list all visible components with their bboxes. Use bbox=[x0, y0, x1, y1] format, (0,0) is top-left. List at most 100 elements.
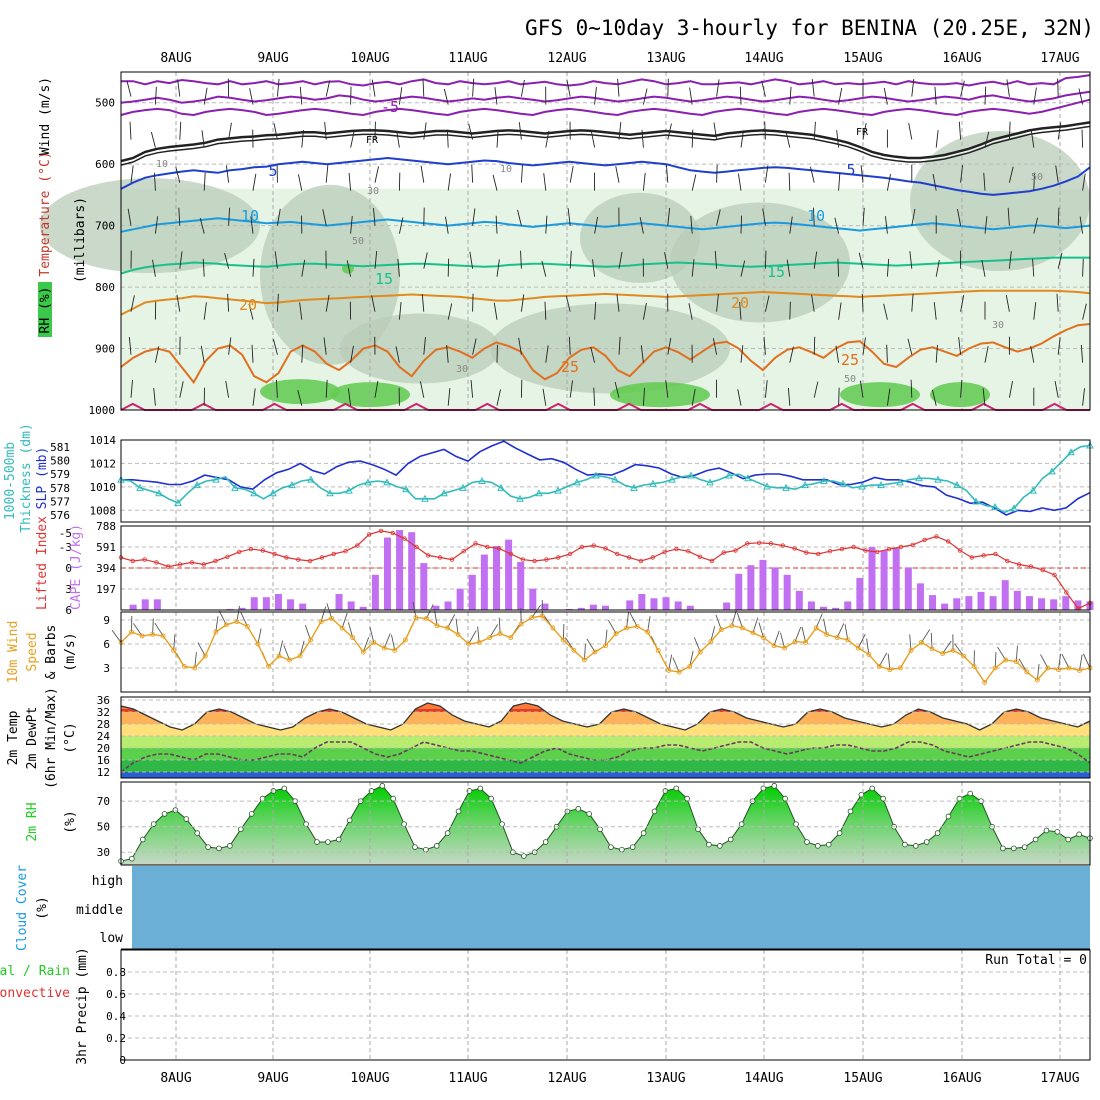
wind-barb bbox=[248, 303, 254, 320]
rh-marker bbox=[782, 795, 788, 802]
wind-barb bbox=[227, 293, 230, 312]
rh-tick: 70 bbox=[97, 795, 110, 808]
cape-bar bbox=[820, 606, 828, 610]
wind-barb bbox=[569, 250, 572, 269]
wind-barb bbox=[250, 216, 254, 234]
pressure-tick: 500 bbox=[95, 97, 115, 110]
wind-barb bbox=[605, 629, 608, 646]
wind-barb bbox=[495, 215, 498, 234]
rh-marker bbox=[161, 811, 168, 817]
date-label: 9AUG bbox=[257, 51, 288, 66]
wind-barb bbox=[910, 379, 913, 398]
cape-bar bbox=[335, 594, 343, 610]
li-marker bbox=[213, 558, 218, 564]
wind-barb bbox=[883, 87, 888, 105]
rh-marker bbox=[608, 844, 614, 850]
wind-barb bbox=[642, 302, 647, 320]
wind-barb bbox=[203, 302, 207, 320]
li-marker bbox=[355, 543, 360, 548]
wind-barb bbox=[1057, 122, 1062, 140]
wind-marker bbox=[529, 615, 535, 621]
wind-marker bbox=[371, 639, 377, 645]
thickness-axis-label-1: 1000-500mb bbox=[3, 442, 18, 520]
rh-marker bbox=[858, 791, 865, 798]
precip-tick: 0.4 bbox=[106, 1010, 126, 1023]
li-tick: 0 bbox=[65, 562, 72, 575]
wind-barb bbox=[642, 387, 645, 406]
wind-marker bbox=[129, 629, 134, 635]
rh-marker bbox=[1021, 844, 1028, 850]
rh-marker bbox=[150, 821, 157, 827]
thickness-marker bbox=[915, 474, 923, 482]
wind-barb bbox=[199, 217, 205, 234]
wind-barb bbox=[518, 122, 522, 140]
wind-marker bbox=[160, 633, 166, 639]
wind-marker bbox=[287, 657, 292, 663]
li-marker bbox=[863, 548, 868, 553]
cape-bar bbox=[686, 605, 694, 610]
li-marker bbox=[886, 546, 892, 552]
wind-barb bbox=[203, 87, 208, 105]
date-label: 14AUG bbox=[744, 1071, 783, 1086]
li-marker bbox=[1064, 590, 1069, 595]
date-label: 10AUG bbox=[350, 51, 389, 66]
wind-barb bbox=[568, 336, 571, 355]
temp-axis-label-3: (6hr Min/Max) bbox=[44, 687, 59, 789]
wind-barb bbox=[667, 208, 671, 226]
wind-barb bbox=[128, 337, 132, 355]
wind-barb bbox=[789, 216, 793, 234]
wind-barb bbox=[693, 637, 701, 653]
thickness-marker bbox=[839, 479, 847, 487]
rh-contour-label: 50 bbox=[352, 236, 364, 247]
wind-barb bbox=[541, 260, 547, 277]
wind-barb bbox=[586, 638, 596, 653]
thickness-marker bbox=[364, 478, 372, 486]
wind-barb bbox=[133, 623, 143, 637]
rh-marker bbox=[869, 785, 876, 792]
thickness-marker bbox=[953, 481, 961, 489]
wind-barb bbox=[1078, 88, 1084, 105]
thickness-tick: 578 bbox=[50, 482, 70, 495]
wind-barb bbox=[304, 625, 312, 641]
wind-barb bbox=[320, 606, 327, 622]
wind-barb bbox=[752, 617, 759, 633]
wind-barb bbox=[716, 79, 720, 97]
wind-barb bbox=[545, 345, 549, 363]
wind-marker bbox=[139, 633, 145, 639]
li-marker bbox=[697, 554, 703, 559]
wind-barb bbox=[932, 173, 937, 191]
rh-marker bbox=[1032, 836, 1039, 843]
rh-contour-label: 30 bbox=[367, 186, 379, 197]
wind-marker bbox=[487, 635, 493, 641]
wind-marker bbox=[423, 615, 429, 621]
rh-marker bbox=[912, 843, 919, 849]
wind-barb bbox=[984, 86, 987, 105]
cape-bar bbox=[238, 607, 246, 610]
wind-axis-label-3: & Barbs bbox=[44, 625, 59, 680]
wind-marker bbox=[813, 625, 819, 631]
wind-barb bbox=[348, 172, 352, 191]
temp-tick: 36 bbox=[97, 694, 110, 707]
wind-barb bbox=[1056, 293, 1059, 312]
wind-marker bbox=[244, 623, 250, 629]
rh-marker bbox=[335, 836, 342, 843]
li-marker bbox=[650, 555, 655, 560]
thickness-marker bbox=[611, 475, 619, 483]
wind-barb bbox=[764, 165, 769, 183]
wind-marker bbox=[402, 637, 408, 643]
li-marker bbox=[496, 546, 502, 551]
li-marker bbox=[201, 562, 206, 567]
slp-axis-label: SLP (mb) bbox=[35, 447, 50, 510]
rh-marker bbox=[227, 843, 233, 849]
li-marker bbox=[532, 558, 537, 564]
thickness-marker bbox=[136, 483, 144, 491]
wind-barb bbox=[763, 336, 766, 355]
precip-total-label: Total / Rain bbox=[0, 964, 70, 979]
wind-barb bbox=[1007, 207, 1010, 226]
wind-barb bbox=[907, 338, 913, 355]
li-marker bbox=[225, 554, 230, 559]
li-marker bbox=[591, 543, 596, 548]
rh-marker bbox=[248, 811, 255, 817]
wind-barb bbox=[614, 381, 620, 398]
